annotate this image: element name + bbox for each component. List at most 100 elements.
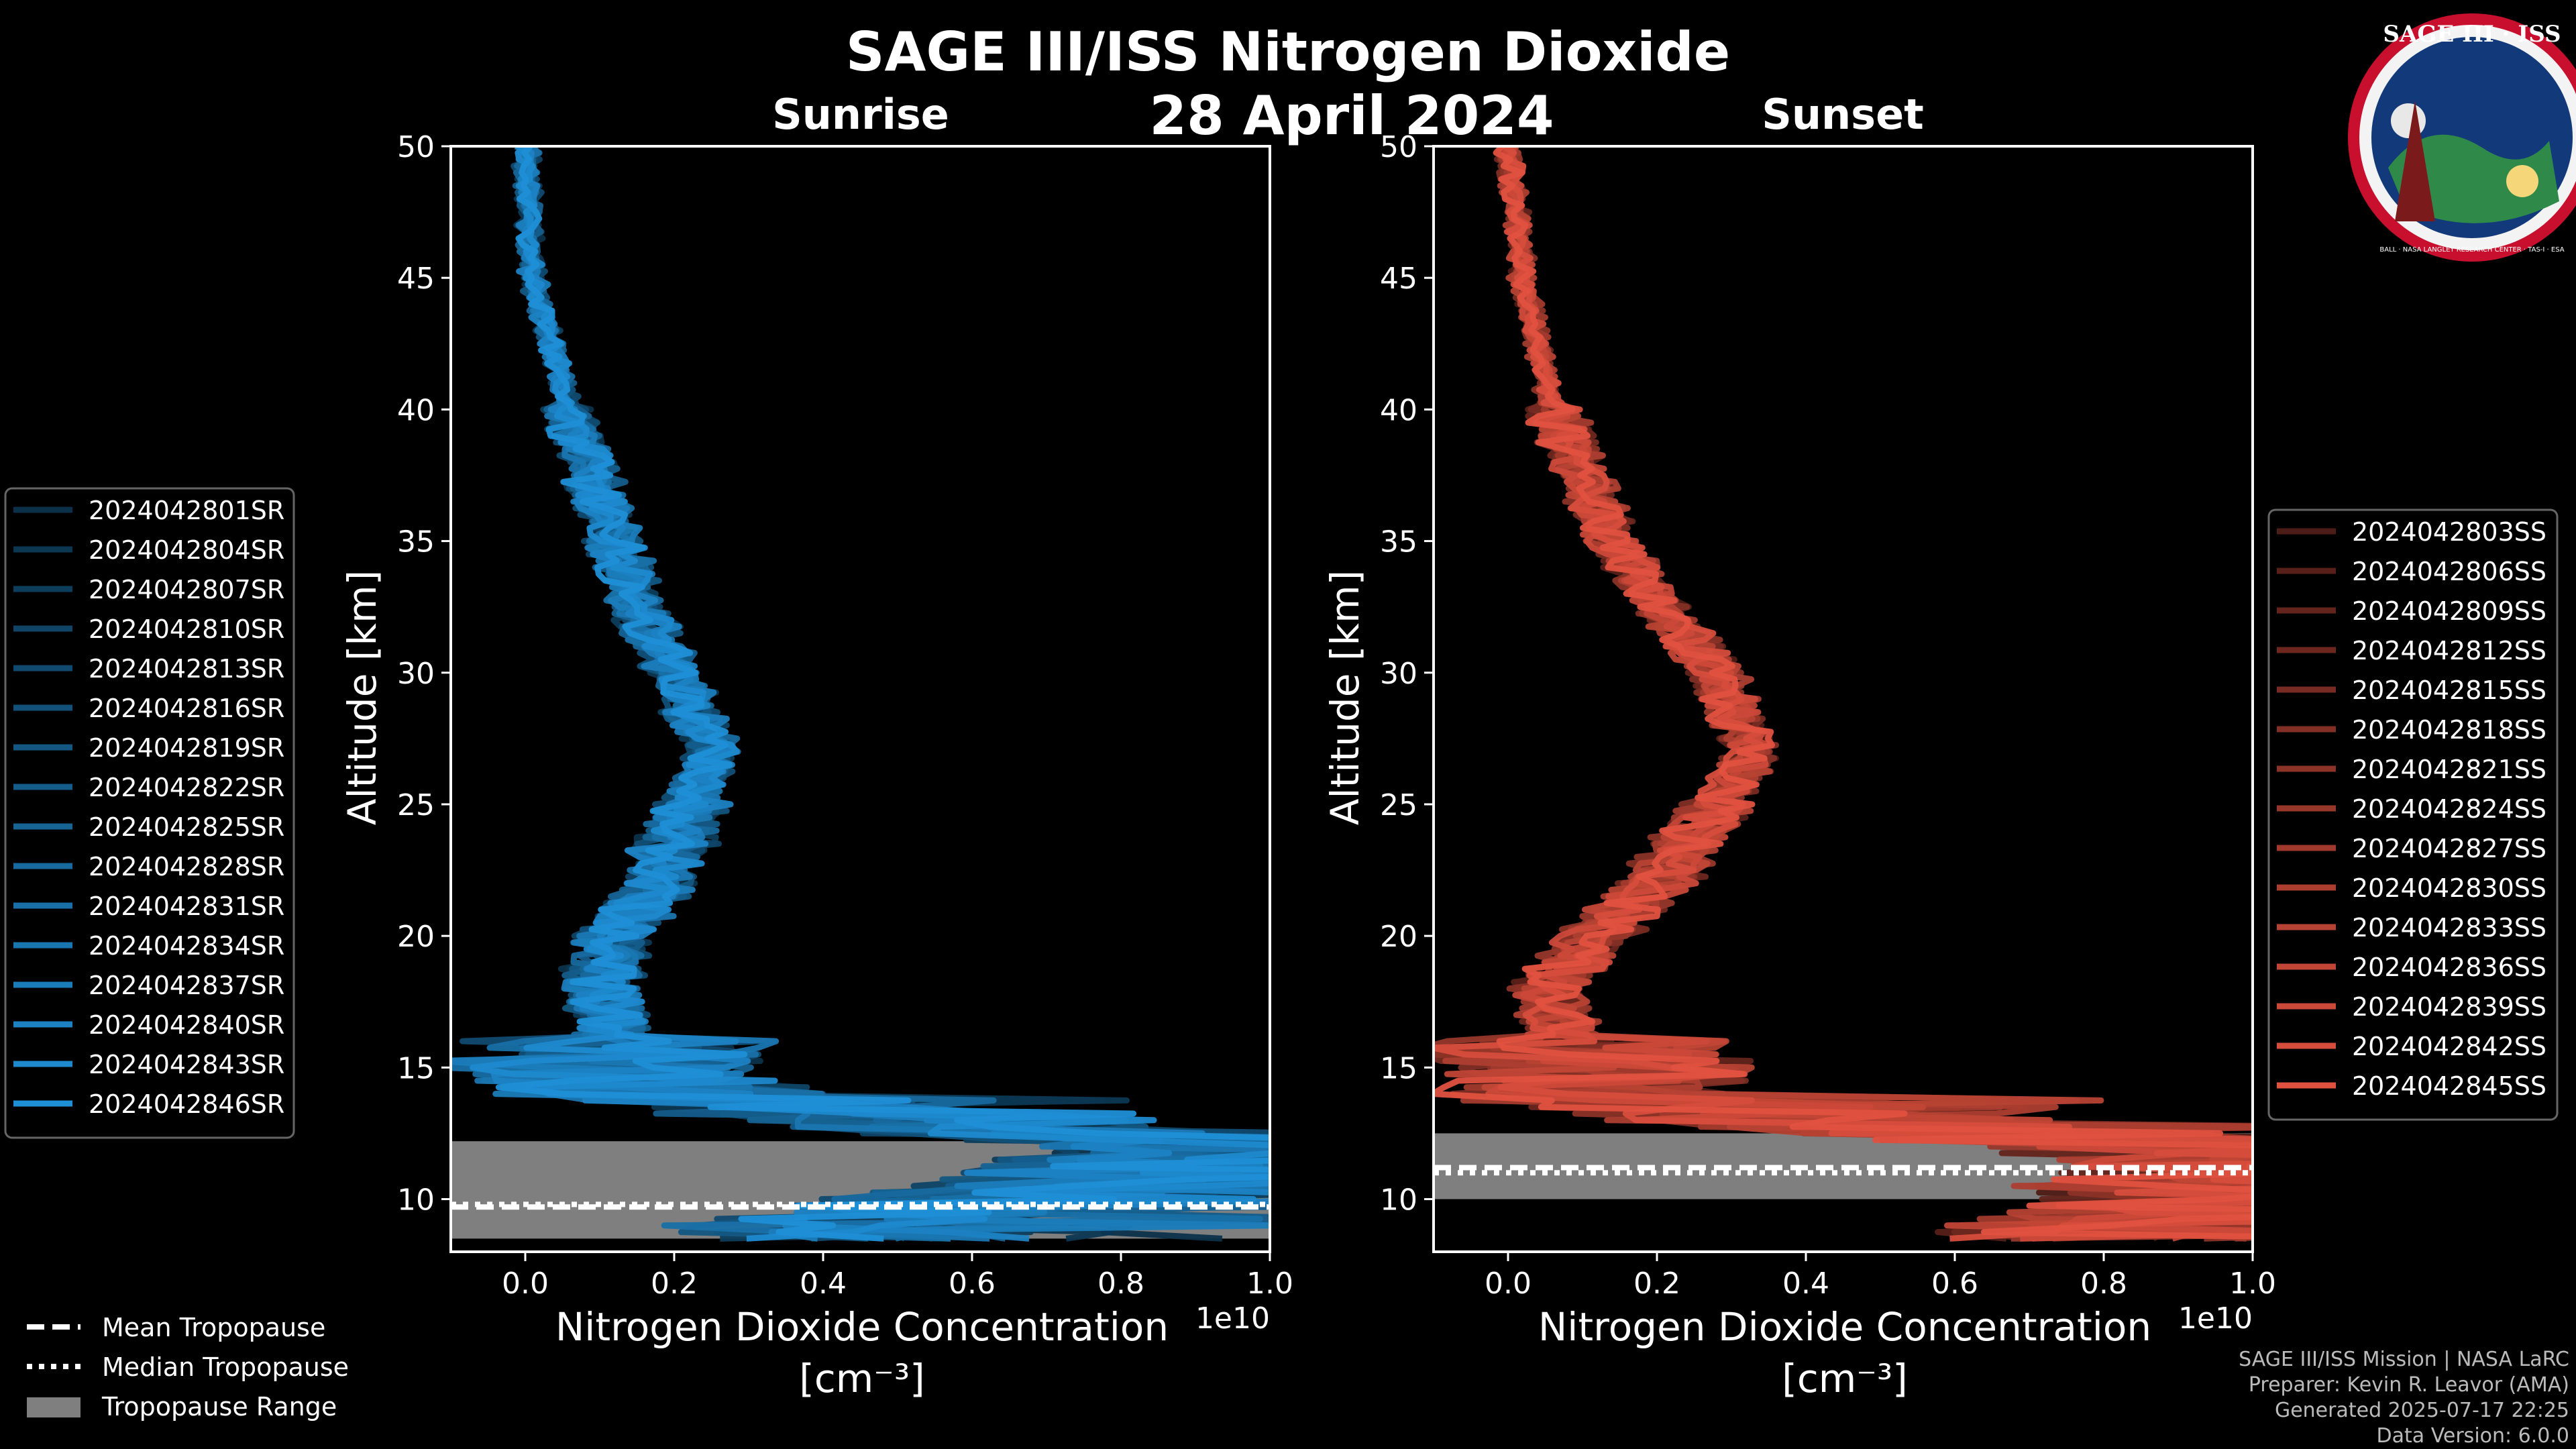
- sunrise-legend-label: 2024042831SR: [89, 892, 284, 921]
- sunset-frame: [1432, 145, 2254, 1253]
- sunrise-xtick-label: 1.0: [1246, 1267, 1293, 1301]
- sunset-ytick-label: 30: [1380, 657, 1417, 691]
- sunrise-ytick-label: 25: [397, 788, 435, 822]
- sunrise-xunit: [cm⁻³]: [799, 1356, 925, 1401]
- sunrise-ytick-label: 40: [397, 393, 435, 427]
- sunrise-legend-label: 2024042837SR: [89, 971, 284, 1000]
- sunset-legend-label: 2024042806SS: [2352, 557, 2546, 586]
- sunrise-xtick-label: 0.8: [1097, 1267, 1144, 1301]
- sunrise-frame: [449, 145, 1271, 1253]
- figure-title: SAGE III/ISS Nitrogen Dioxide: [846, 21, 1730, 83]
- sunset-xlabel: Nitrogen Dioxide Concentration: [1538, 1304, 2151, 1350]
- sunrise-xtick-label: 0.4: [800, 1267, 847, 1301]
- sunrise-legend-label: 2024042825SR: [89, 812, 284, 842]
- sunrise-legend-label: 2024042846SR: [89, 1089, 284, 1119]
- sunset-xtick-label: 1.0: [2229, 1267, 2276, 1301]
- sunset-xtick-label: 0.6: [1931, 1267, 1978, 1301]
- sunset-ytick-label: 35: [1380, 525, 1417, 559]
- median-tropopause-label: Median Tropopause: [102, 1352, 349, 1382]
- footer-version: Data Version: 6.0.0: [2377, 1424, 2569, 1448]
- tropopause-range-swatch: [27, 1397, 80, 1417]
- sunset-legend-label: 2024042818SS: [2352, 715, 2546, 745]
- sunset-ytick-label: 15: [1380, 1051, 1417, 1085]
- sunset-ytick-label: 40: [1380, 393, 1417, 427]
- sunset-ytick-label: 20: [1380, 920, 1417, 954]
- sunset-legend-label: 2024042821SS: [2352, 755, 2546, 784]
- sunrise-legend-label: 2024042816SR: [89, 694, 284, 723]
- sunrise-legend-label: 2024042804SR: [89, 535, 284, 565]
- tropopause-range-label: Tropopause Range: [101, 1392, 337, 1421]
- sunset-data-area: [1434, 146, 2253, 1242]
- sunset-xtick-label: 0.4: [1782, 1267, 1829, 1301]
- sunset-xtick-label: 0.0: [1485, 1267, 1532, 1301]
- sunset-profile-2024042845SS: [1434, 146, 2253, 1240]
- sunset-plot: [1434, 146, 2253, 1242]
- sunrise-ytick-label: 15: [397, 1051, 435, 1085]
- sunrise-legend-label: 2024042819SR: [89, 733, 284, 763]
- tropopause-legend: Mean Tropopause Median Tropopause Tropop…: [27, 1313, 349, 1421]
- sunrise-legend-label: 2024042834SR: [89, 931, 284, 961]
- sunrise-legend-box: [4, 487, 295, 1139]
- sunrise-ytick-label: 20: [397, 920, 435, 954]
- sunset-legend-box: [2267, 508, 2559, 1121]
- sunset-title: Sunset: [1762, 90, 1924, 139]
- sunrise-legend: 2024042801SR 2024042804SR 2024042807SR 2024…: [4, 487, 295, 1139]
- sunrise-legend-label: 2024042813SR: [89, 654, 284, 684]
- sunrise-xlabel: Nitrogen Dioxide Concentration: [555, 1304, 1169, 1350]
- sunset-ytick-label: 45: [1380, 262, 1417, 296]
- sunset-xtick-label: 0.2: [1633, 1267, 1680, 1301]
- footer-preparer: Preparer: Kevin R. Leavor (AMA): [2249, 1373, 2569, 1397]
- sunrise-ytick-label: 45: [397, 262, 435, 296]
- sunset-legend-label: 2024042827SS: [2352, 834, 2546, 863]
- sunrise-profile-2024042843SR: [470, 146, 1270, 1242]
- sunrise-xtick-label: 0.6: [949, 1267, 996, 1301]
- sunset-ytick-label: 50: [1380, 130, 1417, 164]
- sunrise-legend-label: 2024042807SR: [89, 575, 284, 604]
- sunset-legend-label: 2024042842SS: [2352, 1032, 2546, 1061]
- sunset-x-offset: 1e10: [2178, 1301, 2253, 1336]
- sunrise-legend-label: 2024042828SR: [89, 852, 284, 881]
- sunrise-legend-label: 2024042843SR: [89, 1050, 284, 1079]
- sunrise-legend-label: 2024042822SR: [89, 773, 284, 802]
- sunset-ytick-label: 10: [1380, 1183, 1417, 1218]
- logo-title: SAGE III · ISS: [2383, 21, 2561, 48]
- sunrise-ytick-label: 50: [397, 130, 435, 164]
- sunset-legend-label: 2024042839SS: [2352, 992, 2546, 1022]
- sunset-legend-label: 2024042836SS: [2352, 953, 2546, 982]
- sunrise-ytick-label: 30: [397, 657, 435, 691]
- sunrise-axes: 0.0 0.2 0.4 0.6 0.8 1.0 10 15 20 25 30 35 40 45 50: [397, 130, 1293, 1301]
- logo-ring-text: BALL · NASA LANGLEY RESEARCH CENTER · TA…: [2379, 246, 2564, 254]
- sunset-legend-label: 2024042824SS: [2352, 794, 2546, 824]
- sunrise-ylabel: Altitude [km]: [339, 570, 385, 825]
- sunrise-legend-label: 2024042840SR: [89, 1010, 284, 1040]
- sunrise-legend-label: 2024042801SR: [89, 496, 284, 525]
- footer-mission: SAGE III/ISS Mission | NASA LaRC: [2239, 1348, 2569, 1371]
- sunset-legend-label: 2024042845SS: [2352, 1071, 2546, 1101]
- mean-tropopause-label: Mean Tropopause: [102, 1313, 325, 1342]
- sunrise-xtick-label: 0.2: [651, 1267, 698, 1301]
- sunset-xunit: [cm⁻³]: [1782, 1356, 1908, 1401]
- sunset-legend-label: 2024042833SS: [2352, 913, 2546, 943]
- sunset-legend-label: 2024042812SS: [2352, 636, 2546, 665]
- sunset-axes: 0.0 0.2 0.4 0.6 0.8 1.0 10 15 20 25 30 35 40 45 50: [1380, 130, 2276, 1301]
- sunrise-ytick-label: 35: [397, 525, 435, 559]
- sunset-legend-label: 2024042830SS: [2352, 873, 2546, 903]
- sunrise-legend-label: 2024042810SR: [89, 614, 284, 644]
- sunrise-title: Sunrise: [772, 90, 949, 139]
- sage-iii-iss-logo: SAGE III · ISS BALL · NASA LANGLEY RESEA…: [2348, 13, 2576, 262]
- sunrise-ytick-label: 10: [397, 1183, 435, 1218]
- sunrise-profile-2024042846SR: [495, 146, 1270, 1242]
- sunrise-data-area: [451, 146, 1270, 1242]
- sunset-ytick-label: 25: [1380, 788, 1417, 822]
- sunset-legend-label: 2024042803SS: [2352, 517, 2546, 547]
- figure-date: 28 April 2024: [1149, 85, 1554, 147]
- sunset-legend-label: 2024042815SS: [2352, 676, 2546, 705]
- sunset-legend: 2024042803SS 2024042806SS 2024042809SS 2024…: [2267, 508, 2559, 1121]
- sunset-xtick-label: 0.8: [2080, 1267, 2127, 1301]
- sunset-legend-label: 2024042809SS: [2352, 596, 2546, 626]
- footer-generated: Generated 2025-07-17 22:25: [2275, 1399, 2569, 1422]
- sunrise-plot: [451, 146, 1270, 1242]
- sunrise-xtick-label: 0.0: [502, 1267, 549, 1301]
- sunrise-x-offset: 1e10: [1195, 1301, 1270, 1336]
